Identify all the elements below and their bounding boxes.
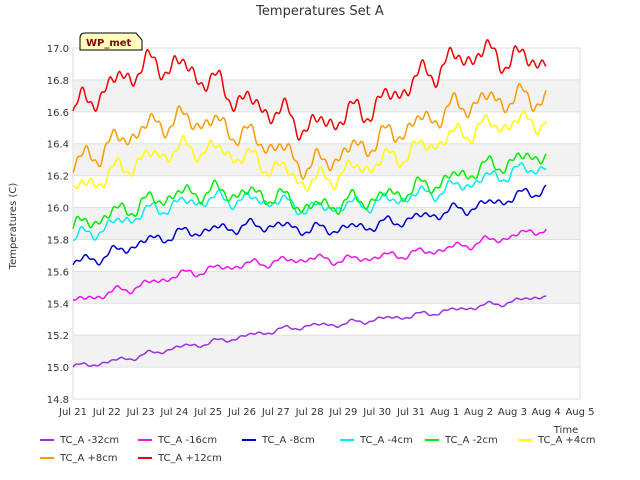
plot-band	[73, 207, 580, 240]
y-axis-label: Temperatures (C)	[8, 183, 19, 271]
series-line	[72, 184, 547, 266]
plot-band	[73, 143, 580, 176]
chart-title: Temperatures Set A	[255, 4, 384, 19]
series-line	[72, 82, 547, 180]
legend-label: TC_A -4cm	[359, 435, 413, 446]
y-tick-label: 15.0	[47, 363, 69, 374]
x-tick-label: Aug 3	[498, 407, 527, 418]
y-tick-label: 15.2	[47, 331, 69, 342]
x-tick-label: Aug 4	[532, 407, 561, 418]
y-tick-label: 16.0	[47, 204, 69, 215]
legend-label: TC_A -16cm	[157, 435, 217, 446]
plot-bands	[73, 47, 580, 400]
series-line	[72, 39, 547, 141]
x-tick-label: Jul 23	[126, 407, 155, 418]
y-tick-label: 16.2	[47, 172, 69, 183]
x-tick-label: Aug 5	[565, 407, 594, 418]
x-tick-label: Jul 29	[328, 407, 357, 418]
plot-area	[72, 47, 581, 400]
x-tick-label: Jul 27	[261, 407, 290, 418]
y-tick-label: 16.6	[47, 108, 69, 119]
plot-band	[73, 79, 580, 112]
plot-band	[73, 111, 580, 144]
y-tick-label: 16.4	[47, 140, 69, 151]
legend-label: TC_A -2cm	[444, 435, 498, 446]
y-tick-label: 17.0	[47, 44, 69, 55]
y-tick-labels: 14.8 15.0 15.2 15.4 15.6 15.8 16.0 16.2 16.4 16.6…	[47, 44, 69, 406]
legend-label: TC_A +8cm	[59, 453, 118, 464]
x-tick-label: Jul 30	[362, 407, 391, 418]
y-tick-label: 14.8	[47, 395, 69, 406]
x-tick-label: Jul 21	[58, 407, 87, 418]
series-line	[72, 295, 547, 368]
plot-band	[73, 335, 580, 368]
x-tick-label: Jul 26	[227, 407, 256, 418]
plot-band	[73, 271, 580, 304]
y-tick-label: 15.8	[47, 235, 69, 246]
legend-label: TC_A +12cm	[157, 453, 222, 464]
series-line	[72, 162, 547, 242]
x-tick-label: Aug 2	[464, 407, 493, 418]
x-tick-label: Jul 22	[92, 407, 121, 418]
y-tick-label: 15.4	[47, 299, 69, 310]
legend: TC_A -32cm TC_A -16cm TC_A -8cm TC_A -4cm TC…	[40, 435, 596, 464]
x-tick-label: Jul 28	[295, 407, 324, 418]
legend-label: TC_A +4cm	[537, 435, 596, 446]
badge-background	[79, 32, 143, 51]
y-tick-label: 16.8	[47, 76, 69, 87]
legend-label: TC_A -8cm	[261, 435, 315, 446]
x-tick-labels: Jul 21 Jul 22 Jul 23 Jul 24 Jul 25 Jul 26 Jul …	[58, 407, 595, 418]
series-layer	[72, 39, 547, 368]
series-line	[73, 109, 547, 192]
series-line	[72, 228, 547, 301]
x-axis-label: Time	[553, 425, 578, 436]
y-tick-label: 15.6	[47, 267, 69, 278]
badge-label: WP_met	[86, 38, 132, 49]
x-tick-label: Aug 1	[430, 407, 459, 418]
series-line	[72, 152, 547, 230]
wp-met-badge: WP_met	[79, 32, 143, 51]
x-tick-label: Jul 24	[159, 407, 188, 418]
x-tick-label: Jul 25	[193, 407, 222, 418]
plot-band	[73, 239, 580, 272]
plot-band	[73, 367, 580, 399]
x-tick-label: Jul 31	[396, 407, 425, 418]
plot-band	[73, 303, 580, 336]
legend-label: TC_A -32cm	[59, 435, 119, 446]
